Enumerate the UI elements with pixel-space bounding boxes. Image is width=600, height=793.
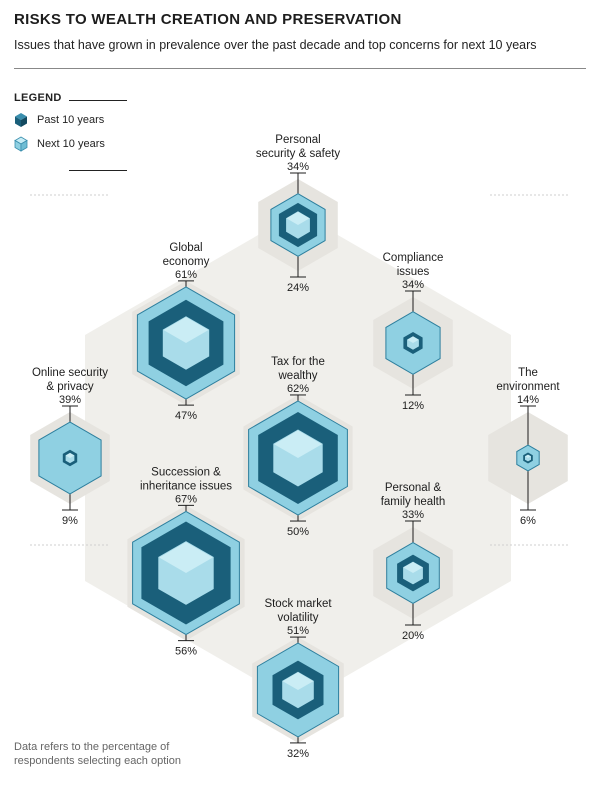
legend-past-label: Past 10 years xyxy=(37,114,105,126)
item-label-line1: Global xyxy=(169,242,202,254)
next-value-label: 34% xyxy=(402,279,424,291)
legend: LEGEND Past 10 years Next 10 years xyxy=(14,92,144,171)
past-value-label: 20% xyxy=(402,630,424,642)
next-value-label: 34% xyxy=(287,161,309,173)
footnote: Data refers to the percentage of respond… xyxy=(14,741,181,767)
item-label-line2: security & safety xyxy=(256,148,341,160)
item-label-line1: The xyxy=(518,367,538,379)
cube-top-face xyxy=(407,336,419,343)
item-label-line2: issues xyxy=(397,266,430,278)
next-value-label: 33% xyxy=(402,509,424,521)
item-label-line1: Online security xyxy=(32,367,108,379)
past-value-label: 32% xyxy=(287,748,309,760)
cube-top-face xyxy=(163,317,209,343)
past-cube-icon xyxy=(15,113,27,127)
past-value-label: 24% xyxy=(287,282,309,294)
item-label-line2: economy xyxy=(163,256,210,268)
next-value-label: 39% xyxy=(59,394,81,406)
next-value-label: 62% xyxy=(287,383,309,395)
past-value-label: 47% xyxy=(175,410,197,422)
item-label-line2: wealthy xyxy=(278,370,318,382)
next-value-label: 51% xyxy=(287,625,309,637)
cube-top-face xyxy=(65,453,75,458)
cube-top-face xyxy=(274,430,322,458)
item-label-line1: Personal xyxy=(275,134,320,146)
next-value-label: 67% xyxy=(175,493,197,505)
item-label-line2: inheritance issues xyxy=(140,480,232,492)
item-label-line1: Tax for the xyxy=(271,356,325,368)
item-label-line2: volatility xyxy=(278,612,319,624)
next-value-label: 14% xyxy=(517,394,539,406)
item-label-line2: family health xyxy=(381,496,446,508)
past-value-label: 56% xyxy=(175,646,197,658)
chart-subtitle: Issues that have grown in prevalence ove… xyxy=(14,38,537,52)
next-value-label: 61% xyxy=(175,269,197,281)
item-label-line1: Succession & xyxy=(151,466,221,478)
cube-top-face xyxy=(286,211,310,225)
item-label-line1: Personal & xyxy=(385,482,442,494)
item-label-line1: Stock market xyxy=(264,598,332,610)
cube-top-face xyxy=(525,454,531,458)
past-value-label: 9% xyxy=(62,515,78,527)
past-value-label: 12% xyxy=(402,400,424,412)
item-label-line1: Compliance xyxy=(383,252,444,264)
next-cube-icon xyxy=(14,136,28,152)
cube-top-face xyxy=(403,562,423,573)
cube-top-face xyxy=(159,542,213,573)
item-label-line2: & privacy xyxy=(46,381,94,393)
header-divider xyxy=(14,68,586,69)
past-value-label: 6% xyxy=(520,515,536,527)
legend-next-label: Next 10 years xyxy=(37,138,105,150)
legend-title: LEGEND xyxy=(14,92,62,104)
item-label-line2: environment xyxy=(496,381,560,393)
past-value-label: 50% xyxy=(287,526,309,538)
legend-rule xyxy=(69,100,127,101)
chart-title: RISKS TO WEALTH CREATION AND PRESERVATIO… xyxy=(14,11,402,28)
legend-item-past: Past 10 years xyxy=(14,112,144,128)
legend-bottom-rule xyxy=(69,170,127,171)
cube-top-face xyxy=(282,672,314,690)
legend-item-next: Next 10 years xyxy=(14,136,144,152)
